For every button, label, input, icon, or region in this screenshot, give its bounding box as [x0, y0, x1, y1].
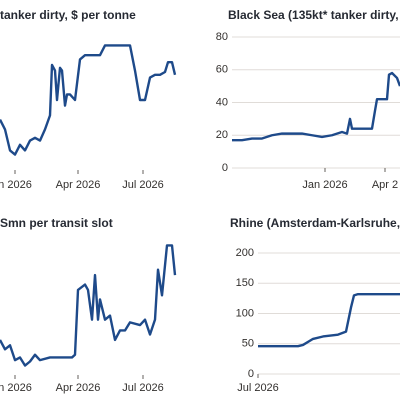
x-tick-label: Jul 2026: [122, 382, 164, 394]
data-line: [0, 244, 177, 367]
y-tick-label: 200: [236, 247, 254, 259]
data-line: [0, 44, 177, 156]
x-tick-label: n 2026: [0, 382, 32, 394]
x-tick-label: Apr 2: [372, 179, 398, 191]
x-tick-label: Jan 2026: [302, 179, 347, 191]
x-tick-label: n 2026: [0, 179, 32, 191]
chart-title: tanker dirty, $ per tonne: [0, 8, 136, 22]
x-tick-label: Apr 2026: [56, 179, 101, 191]
y-tick-label: 0: [248, 368, 254, 380]
chart-title: Black Sea (135kt* tanker dirty, $: [228, 8, 400, 22]
y-tick-label: 100: [236, 307, 254, 319]
y-tick-label: 60: [216, 64, 228, 76]
x-tick-label: Jul 2026: [237, 382, 279, 394]
y-tick-label: 150: [236, 277, 254, 289]
data-line: [258, 292, 400, 348]
y-tick-label: 80: [216, 31, 228, 43]
y-tick-label: 20: [216, 129, 228, 141]
y-tick-label: 50: [242, 338, 254, 350]
x-tick-label: Apr 2026: [56, 382, 101, 394]
chart-title: Rhine (Amsterdam-Karlsruhe, €: [230, 216, 400, 230]
x-tick-label: Jul 2026: [122, 179, 164, 191]
data-line: [232, 71, 400, 142]
y-tick-label: 0: [222, 162, 228, 174]
chart-title: Smn per transit slot: [0, 216, 113, 230]
y-tick-label: 40: [216, 96, 228, 108]
